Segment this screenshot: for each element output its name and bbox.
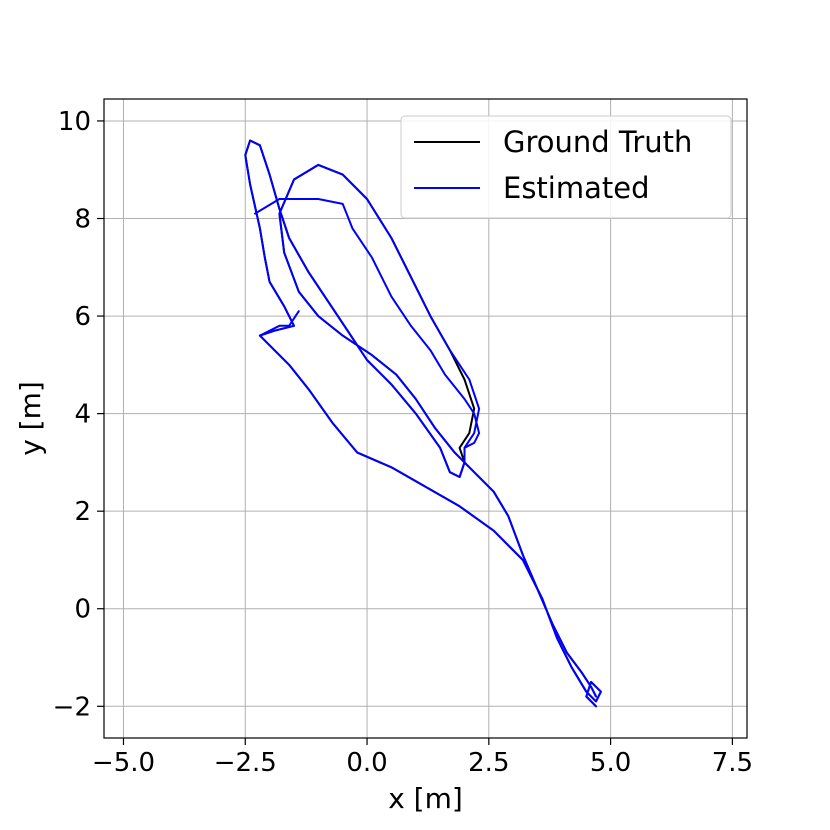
y-tick-label: 8 [74,205,91,235]
x-tick-label: 2.5 [468,748,509,778]
x-axis-label: x [m] [388,782,463,815]
series-line-1 [244,139,602,708]
series-line-3 [258,310,300,337]
x-tick-label: 5.0 [590,748,631,778]
legend-label-estimated: Estimated [503,171,650,205]
series-line-2 [254,198,481,449]
y-tick-label: 4 [74,400,91,430]
x-tick-label: −2.5 [214,748,277,778]
y-tick-label: −2 [53,692,91,722]
x-tick-label: 0.0 [346,748,387,778]
y-tick-label: 0 [74,595,91,625]
legend-box [400,115,732,219]
y-tick-label: 2 [74,497,91,527]
axis-ticks: −5.0 −2.5 0.0 2.5 5.0 7.5 −2 0 2 4 6 8 10 [53,107,753,778]
y-tick-label: 6 [74,302,91,332]
y-tick-label: 10 [58,107,91,137]
series-lines [244,139,602,708]
x-tick-label: 7.5 [712,748,753,778]
y-axis-label: y [m] [14,381,47,456]
legend: Ground Truth Estimated [400,115,732,219]
plot-frame [103,98,748,739]
legend-label-ground-truth: Ground Truth [503,125,692,159]
x-tick-label: −5.0 [92,748,155,778]
